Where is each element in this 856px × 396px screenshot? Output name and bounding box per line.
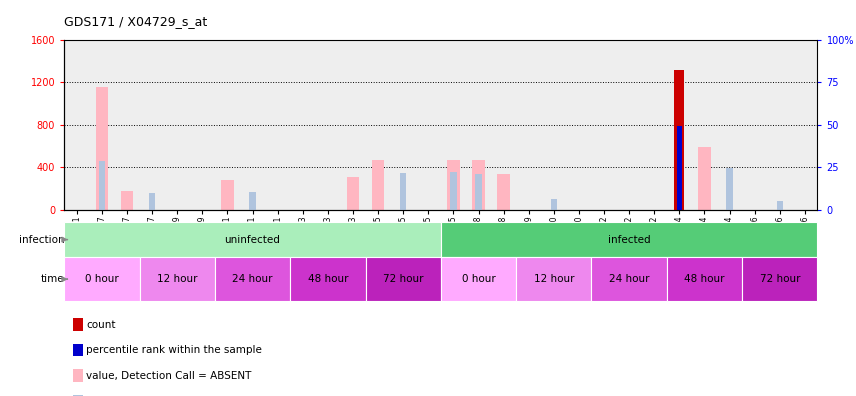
Bar	[475, 174, 482, 210]
Bar	[727, 168, 733, 210]
Bar	[215, 257, 290, 301]
Bar	[347, 177, 360, 210]
Bar	[64, 257, 140, 301]
Text: uninfected: uninfected	[224, 234, 281, 245]
Bar	[64, 222, 441, 257]
Text: 72 hour: 72 hour	[759, 274, 800, 284]
Bar	[550, 199, 557, 210]
Text: 0 hour: 0 hour	[461, 274, 496, 284]
Bar	[140, 257, 215, 301]
Bar	[516, 257, 591, 301]
Text: percentile rank within the sample: percentile rank within the sample	[86, 345, 262, 356]
Bar	[776, 201, 783, 210]
Text: 48 hour: 48 hour	[684, 274, 725, 284]
Bar	[473, 160, 484, 210]
Text: infected: infected	[608, 234, 651, 245]
Bar	[591, 257, 667, 301]
Text: 72 hour: 72 hour	[383, 274, 424, 284]
Bar	[441, 222, 817, 257]
Bar	[450, 171, 456, 210]
Bar	[96, 88, 108, 210]
Text: infection: infection	[19, 234, 64, 245]
Bar	[290, 257, 366, 301]
Bar	[667, 257, 742, 301]
Bar	[98, 161, 105, 210]
Text: count: count	[86, 320, 116, 330]
Bar	[447, 160, 460, 210]
Text: 0 hour: 0 hour	[85, 274, 119, 284]
Bar	[121, 191, 134, 210]
Text: time: time	[40, 274, 64, 284]
Bar	[675, 70, 685, 210]
Text: 12 hour: 12 hour	[533, 274, 574, 284]
Text: value, Detection Call = ABSENT: value, Detection Call = ABSENT	[86, 371, 252, 381]
Bar	[441, 257, 516, 301]
Bar	[677, 126, 682, 210]
Text: 24 hour: 24 hour	[232, 274, 273, 284]
Bar	[149, 193, 155, 210]
Text: 12 hour: 12 hour	[157, 274, 198, 284]
Bar	[497, 174, 510, 210]
Text: 48 hour: 48 hour	[307, 274, 348, 284]
Text: GDS171 / X04729_s_at: GDS171 / X04729_s_at	[64, 15, 207, 28]
Bar	[372, 160, 384, 210]
Bar	[742, 257, 817, 301]
Bar	[249, 192, 256, 210]
Bar	[698, 147, 710, 210]
Bar	[400, 173, 407, 210]
Bar	[221, 180, 234, 210]
Text: 24 hour: 24 hour	[609, 274, 650, 284]
Bar	[366, 257, 441, 301]
